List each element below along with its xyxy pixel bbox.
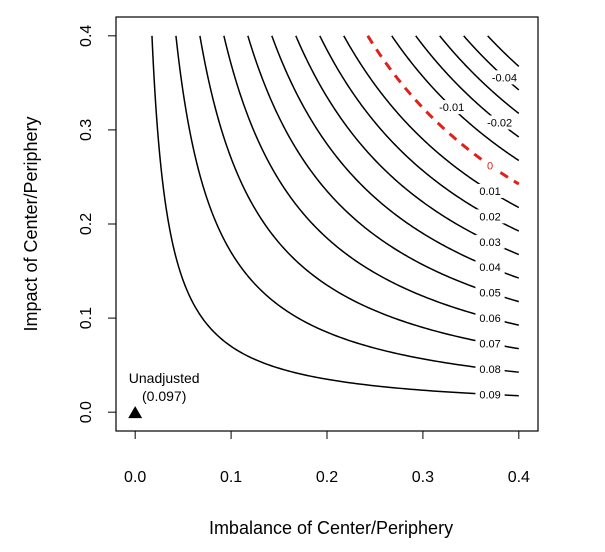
contour-label-bg bbox=[475, 311, 505, 326]
contour-label-0: 0 bbox=[487, 161, 493, 173]
y-tick-label: 0.0 bbox=[78, 401, 95, 423]
x-tick-label: 0.2 bbox=[316, 469, 338, 486]
contour-label-0.02: 0.02 bbox=[479, 211, 500, 223]
contour-label-bg bbox=[475, 183, 505, 198]
contour-line-0.09 bbox=[151, 35, 519, 397]
contour-label--0.01: -0.01 bbox=[439, 102, 464, 114]
contour-line-level-14 bbox=[487, 35, 520, 67]
x-tick-label: 0.1 bbox=[220, 469, 242, 486]
contour-label-bg bbox=[475, 336, 505, 351]
contour-line-0.02 bbox=[319, 35, 520, 232]
y-tick-label: 0.1 bbox=[78, 307, 95, 329]
contour-label-bg bbox=[475, 361, 505, 376]
y-axis-title: Impact of Center/Periphery bbox=[21, 116, 41, 331]
contour-line-level-12 bbox=[439, 35, 520, 115]
y-tick-label: 0.4 bbox=[78, 25, 95, 47]
unadjusted-point-marker bbox=[128, 406, 143, 419]
contour-label-0.08: 0.08 bbox=[479, 364, 500, 376]
x-tick-label: 0.0 bbox=[124, 469, 146, 486]
contour-label-0.06: 0.06 bbox=[479, 313, 500, 325]
contour-label-0.09: 0.09 bbox=[479, 389, 500, 401]
contour-labels: 0.09 0.08 0.07 0.06 0.05 0.04 0.03 0.02 0.01 0 -0.… bbox=[433, 70, 523, 402]
contour-label-bg bbox=[475, 285, 505, 300]
y-tick-label: 0.3 bbox=[78, 119, 95, 141]
contour-label-bg bbox=[475, 260, 505, 275]
x-tick-label: 0.4 bbox=[508, 469, 530, 486]
contour-label-0.04: 0.04 bbox=[479, 262, 500, 274]
y-axis-ticks: 0.0 0.1 0.2 0.3 0.4 bbox=[78, 25, 116, 423]
contour-label-bg bbox=[475, 234, 505, 249]
contour-label-0.05: 0.05 bbox=[479, 288, 500, 300]
contour-line-0.08 bbox=[175, 35, 519, 373]
contour-label--0.02: -0.02 bbox=[487, 117, 512, 129]
contour-line-0.07 bbox=[199, 35, 519, 350]
contour-label-bg bbox=[475, 209, 505, 224]
y-tick-label: 0.2 bbox=[78, 213, 95, 235]
contour-line-0.06 bbox=[223, 35, 519, 326]
contour-label-bg bbox=[484, 158, 496, 173]
plot-frame bbox=[115, 16, 539, 432]
contour-line-0.05 bbox=[247, 35, 520, 303]
contour-label-bg bbox=[481, 115, 518, 130]
contour-lines bbox=[151, 35, 520, 397]
x-axis-title: Imbalance of Center/Periphery bbox=[209, 518, 453, 538]
contour-label-bg bbox=[486, 70, 523, 85]
contour-label-0.03: 0.03 bbox=[479, 237, 500, 249]
contour-line-0.04 bbox=[271, 35, 520, 279]
unadjusted-value-label: (0.097) bbox=[142, 388, 186, 404]
unadjusted-annotation: Unadjusted (0.097) bbox=[128, 370, 200, 419]
contour-label-bg bbox=[433, 100, 470, 115]
contour-label--0.04: -0.04 bbox=[492, 72, 517, 84]
unadjusted-label: Unadjusted bbox=[129, 370, 200, 386]
x-axis-ticks: 0.0 0.1 0.2 0.3 0.4 bbox=[124, 431, 530, 486]
x-tick-label: 0.3 bbox=[412, 469, 434, 486]
contour-label-0.01: 0.01 bbox=[479, 186, 500, 198]
contour-label-0.07: 0.07 bbox=[479, 339, 500, 351]
contour-label-bg bbox=[475, 387, 505, 402]
contour-line-0.03 bbox=[295, 35, 520, 256]
